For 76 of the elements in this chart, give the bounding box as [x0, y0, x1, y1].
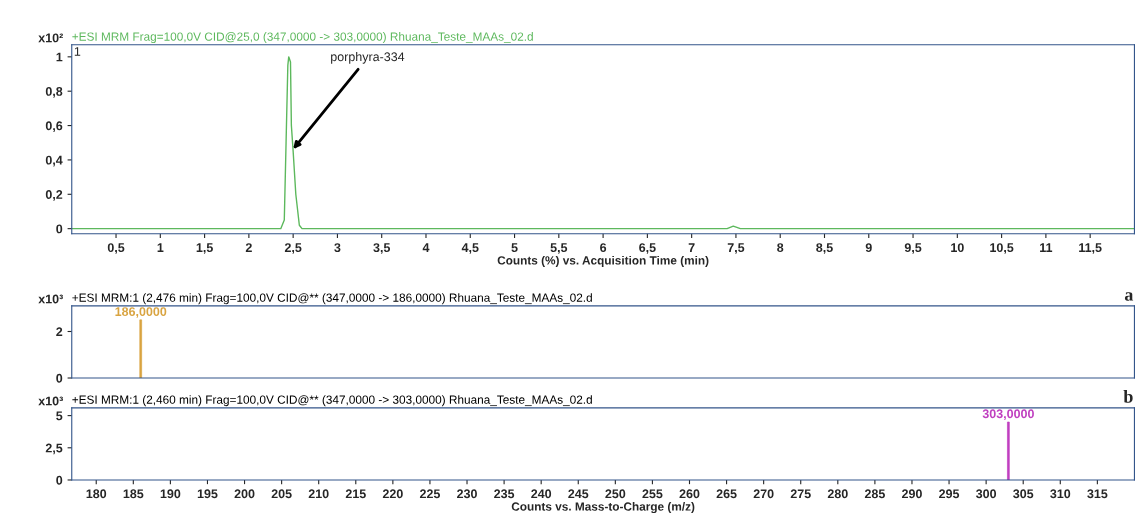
x-tick-label: 10,5	[990, 243, 1014, 254]
x-tick-label: 250	[605, 489, 626, 499]
x-tick-label: 11,5	[1079, 243, 1102, 254]
data-label: 186,0000	[115, 307, 167, 318]
x-tick-label: 315	[1087, 489, 1108, 499]
y-tick-label: 0,2	[45, 190, 63, 201]
y-tick-label: 0	[56, 373, 63, 383]
y-axis-title: x10³	[38, 396, 63, 406]
y-tick-label: 2	[56, 327, 63, 337]
x-tick-label: 3	[334, 243, 341, 253]
chart-title: +ESI MRM Frag=100,0V CID@25,0 (347,0000 -> 303,0000) Rhuana_Teste_MAAs_02.d	[72, 32, 533, 44]
x-tick-label: 220	[382, 489, 403, 499]
chart-title: +ESI MRM:1 (2,476 min) Frag=100,0V CID@** (347,0000 -> 186,0000) Rhuana_Teste_MAAs_02.d	[72, 293, 592, 305]
x-tick-label: 290	[901, 489, 922, 499]
y-axis-title: x10²	[38, 33, 63, 43]
x-tick-label: 4,5	[461, 243, 479, 254]
x-tick-label: 5,5	[550, 243, 568, 254]
x-axis-title: Counts (%) vs. Acquisition Time (min)	[497, 255, 709, 267]
x-tick-label: 210	[308, 489, 329, 499]
x-tick-label: 3,5	[373, 243, 391, 254]
y-tick-label: 0,4	[45, 155, 63, 167]
x-tick-label: 270	[753, 489, 774, 499]
x-tick-label: 190	[160, 489, 181, 499]
x-tick-label: 9	[865, 243, 872, 253]
x-tick-label: 8	[777, 243, 784, 253]
x-tick-label: 195	[197, 489, 218, 499]
x-axis-title: Counts vs. Mass-to-Charge (m/z)	[511, 502, 695, 514]
y-tick-label: 5	[56, 411, 63, 421]
y-tick-label: 0,6	[45, 121, 63, 133]
y-tick-label: 0	[56, 475, 63, 485]
x-tick-label: 180	[86, 489, 107, 499]
x-tick-label: 7	[688, 243, 695, 252]
text: a	[1124, 292, 1134, 301]
x-tick-label: 8,5	[816, 243, 833, 254]
annotation: porphyra-334	[331, 52, 405, 64]
annotation: 1	[74, 47, 81, 56]
x-tick-label: 9,5	[904, 243, 922, 254]
x-tick-label: 4	[422, 243, 430, 252]
x-tick-label: 6	[600, 243, 607, 253]
x-tick-label: 10	[951, 243, 964, 253]
x-tick-label: 0,5	[107, 243, 125, 254]
x-tick-label: 6,5	[639, 243, 656, 254]
y-axis-title: x10³	[38, 294, 63, 304]
x-tick-label: 2	[245, 243, 252, 252]
y-tick-label: 1	[56, 52, 63, 62]
x-tick-label: 285	[864, 489, 885, 499]
x-tick-label: 215	[345, 489, 366, 499]
x-tick-label: 185	[123, 489, 144, 499]
data-label: 303,0000	[982, 409, 1034, 420]
x-tick-label: 200	[234, 489, 255, 499]
x-tick-label: 11	[1040, 243, 1053, 252]
x-tick-label: 265	[716, 489, 737, 499]
x-tick-label: 300	[975, 489, 997, 499]
x-tick-label: 240	[531, 489, 552, 499]
x-tick-label: 280	[827, 489, 848, 499]
x-tick-label: 305	[1013, 489, 1034, 499]
x-tick-label: 245	[568, 489, 589, 499]
x-tick-label: 295	[939, 489, 960, 499]
text: b	[1123, 390, 1133, 403]
y-tick-label: 0	[56, 224, 63, 234]
x-tick-label: 235	[494, 489, 515, 499]
x-tick-label: 275	[790, 489, 811, 499]
chart-title: +ESI MRM:1 (2,460 min) Frag=100,0V CID@** (347,0000 -> 303,0000) Rhuana_Teste_MAAs_02.d	[72, 395, 592, 407]
x-tick-label: 2,5	[284, 243, 302, 254]
x-tick-label: 310	[1050, 489, 1071, 499]
x-tick-label: 230	[457, 489, 477, 499]
x-tick-label: 255	[642, 489, 663, 499]
y-tick-label: 2,5	[45, 443, 63, 455]
x-tick-label: 7,5	[727, 243, 745, 254]
x-tick-label: 1,5	[196, 243, 213, 254]
x-tick-label: 1	[157, 243, 164, 252]
x-tick-label: 205	[271, 489, 292, 499]
y-tick-label: 0,8	[45, 87, 63, 98]
x-tick-label: 5	[511, 243, 518, 253]
x-tick-label: 225	[419, 489, 441, 499]
x-tick-label: 260	[679, 489, 700, 499]
